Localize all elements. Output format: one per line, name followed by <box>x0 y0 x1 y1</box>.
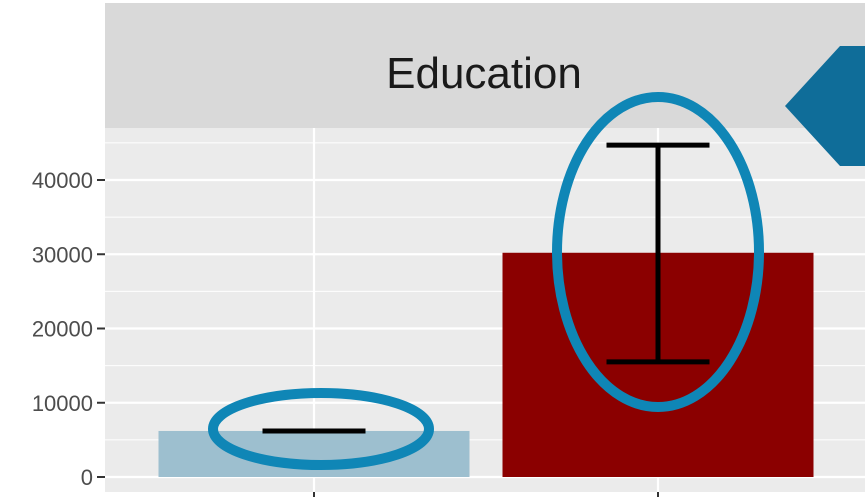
y-axis: 0 10000 20000 30000 40000 <box>32 168 659 497</box>
y-tick-label: 30000 <box>32 242 93 267</box>
facet-strip <box>105 3 865 128</box>
y-tick-label: 10000 <box>32 391 93 416</box>
facet-title: Education <box>386 49 582 98</box>
annotations <box>208 46 865 470</box>
arrow-left-icon <box>785 46 865 166</box>
highlight-ellipse-small <box>208 388 434 470</box>
y-tick-label: 40000 <box>32 168 93 193</box>
y-tick-label: 0 <box>81 465 93 490</box>
strip-background <box>105 3 865 128</box>
bars <box>158 252 814 477</box>
error-bars <box>262 142 710 434</box>
highlight-ellipse-large <box>552 92 764 412</box>
y-tick-label: 20000 <box>32 317 93 342</box>
